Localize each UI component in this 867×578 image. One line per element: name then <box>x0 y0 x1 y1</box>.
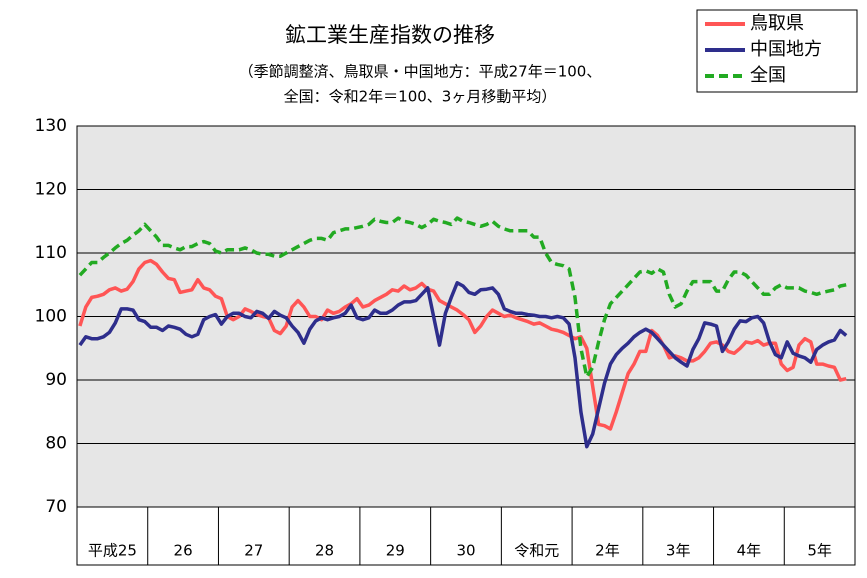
x-tick-label: 29 <box>386 542 405 560</box>
legend-label: 中国地方 <box>750 39 822 60</box>
chart-subtitle: 全国：令和2年＝100、3ヶ月移動平均） <box>284 88 557 106</box>
x-tick-label: 4年 <box>737 542 762 560</box>
series-line <box>78 216 847 379</box>
y-tick-label: 70 <box>45 497 67 517</box>
y-tick-label: 120 <box>35 180 67 200</box>
x-tick-label: 5年 <box>807 542 832 560</box>
series-line <box>78 258 847 431</box>
y-tick-label: 100 <box>35 307 67 327</box>
y-tick-label: 110 <box>35 243 67 263</box>
legend-label: 鳥取県 <box>750 13 804 34</box>
chart-title: 鉱工業生産指数の推移 <box>285 23 495 47</box>
x-tick-label: 2年 <box>595 542 620 560</box>
y-tick-label: 90 <box>45 370 67 390</box>
x-tick-label: 令和元 <box>514 542 559 560</box>
series-line <box>78 281 848 449</box>
y-tick-label: 80 <box>45 434 67 454</box>
legend-label: 全国 <box>750 65 786 86</box>
x-tick-label: 28 <box>315 542 334 560</box>
chart-subtitle: （季節調整済、鳥取県・中国地方：平成27年＝100、 <box>239 63 602 81</box>
x-tick-label: 平成25 <box>88 542 137 560</box>
x-tick-label: 30 <box>456 542 475 560</box>
x-tick-label: 26 <box>174 542 193 560</box>
y-tick-label: 130 <box>35 116 67 136</box>
x-tick-label: 27 <box>244 542 263 560</box>
x-tick-label: 3年 <box>666 542 691 560</box>
